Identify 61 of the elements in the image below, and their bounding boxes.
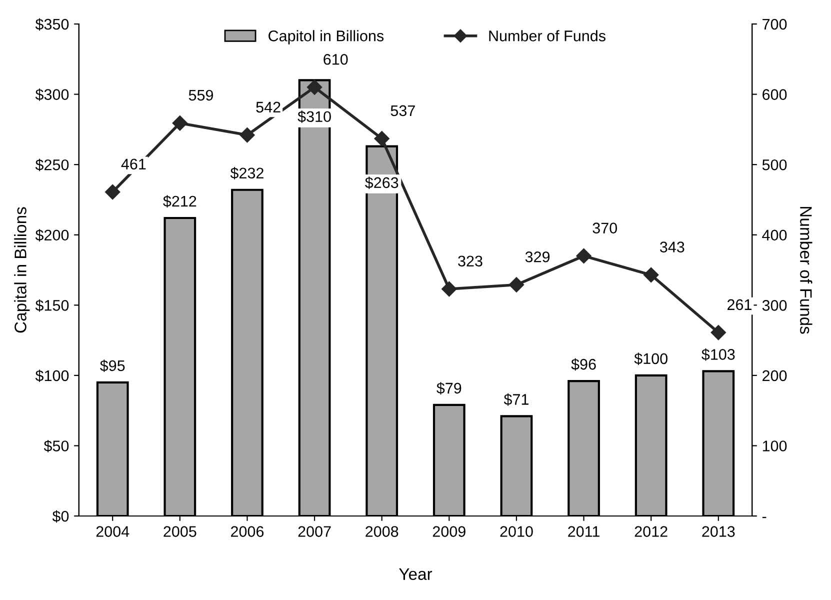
point xyxy=(576,248,592,264)
y-tick-label: $300 xyxy=(35,88,69,101)
x-tick-label: 2013 xyxy=(702,526,735,537)
x-tick-label: 2004 xyxy=(96,526,130,537)
data-label: 329 xyxy=(525,251,550,262)
x-axis-title: Year xyxy=(399,568,432,580)
data-label: $100 xyxy=(634,352,668,365)
y-tick-label: $350 xyxy=(35,18,69,31)
point xyxy=(172,116,188,131)
x-tick-label: 2009 xyxy=(432,526,466,537)
y2-tick-label: 200 xyxy=(762,370,787,382)
x-tick-label: 2007 xyxy=(298,526,331,537)
data-label: 559 xyxy=(188,90,214,101)
data-label: $103 xyxy=(702,348,735,361)
point xyxy=(105,184,120,200)
y-tick-label: $200 xyxy=(35,229,69,242)
y2-tick-label: 500 xyxy=(762,159,787,170)
x-tick-label: 2010 xyxy=(500,526,533,537)
data-label: 343 xyxy=(660,242,684,252)
y-tick-label: $50 xyxy=(44,440,69,452)
x-tick-label: 2012 xyxy=(634,526,668,537)
point xyxy=(374,130,390,146)
data-label: $310 xyxy=(298,110,331,123)
y-tick-label: $250 xyxy=(35,158,69,172)
data-label: $232 xyxy=(230,167,264,180)
y-axis-title: Capital in Billions xyxy=(14,207,30,333)
point xyxy=(710,324,726,340)
data-label: 323 xyxy=(458,256,482,267)
data-label: 261 xyxy=(728,299,752,310)
data-label: 542 xyxy=(256,102,280,113)
data-label: $212 xyxy=(163,195,196,208)
data-label: 537 xyxy=(390,105,415,116)
data-label: $79 xyxy=(436,382,462,395)
y-tick-label: $100 xyxy=(35,370,69,382)
legend-label: Capitol in Billions xyxy=(268,30,384,44)
data-label: $71 xyxy=(504,393,528,406)
y-tick-label: $150 xyxy=(35,299,69,312)
data-label: $263 xyxy=(365,176,398,189)
data-label: 610 xyxy=(324,54,348,65)
x-tick-label: 2005 xyxy=(164,526,196,537)
data-label: $95 xyxy=(100,360,125,372)
x-tick-label: 2011 xyxy=(568,526,600,537)
x-tick-label: 2006 xyxy=(231,526,264,537)
point xyxy=(644,267,659,282)
data-label: 370 xyxy=(592,222,618,234)
x-tick-label: 2008 xyxy=(366,526,398,537)
data-label: 461 xyxy=(121,158,146,170)
legend-label: Number of Funds xyxy=(489,30,606,42)
y2-axis-title: Number of Funds xyxy=(800,206,812,334)
data-label: $96 xyxy=(571,358,596,371)
y2-tick-label: 700 xyxy=(762,18,787,30)
y2-tick-label: 400 xyxy=(762,230,787,241)
point xyxy=(442,281,457,297)
y2-tick-label: 100 xyxy=(762,440,787,452)
y2-tick-label: - xyxy=(762,516,766,518)
y2-tick-label: 300 xyxy=(762,300,787,311)
y2-tick-label: 600 xyxy=(762,89,787,100)
point xyxy=(306,80,322,95)
y-tick-label: $0 xyxy=(52,510,69,523)
point xyxy=(240,127,255,143)
point xyxy=(508,277,524,292)
